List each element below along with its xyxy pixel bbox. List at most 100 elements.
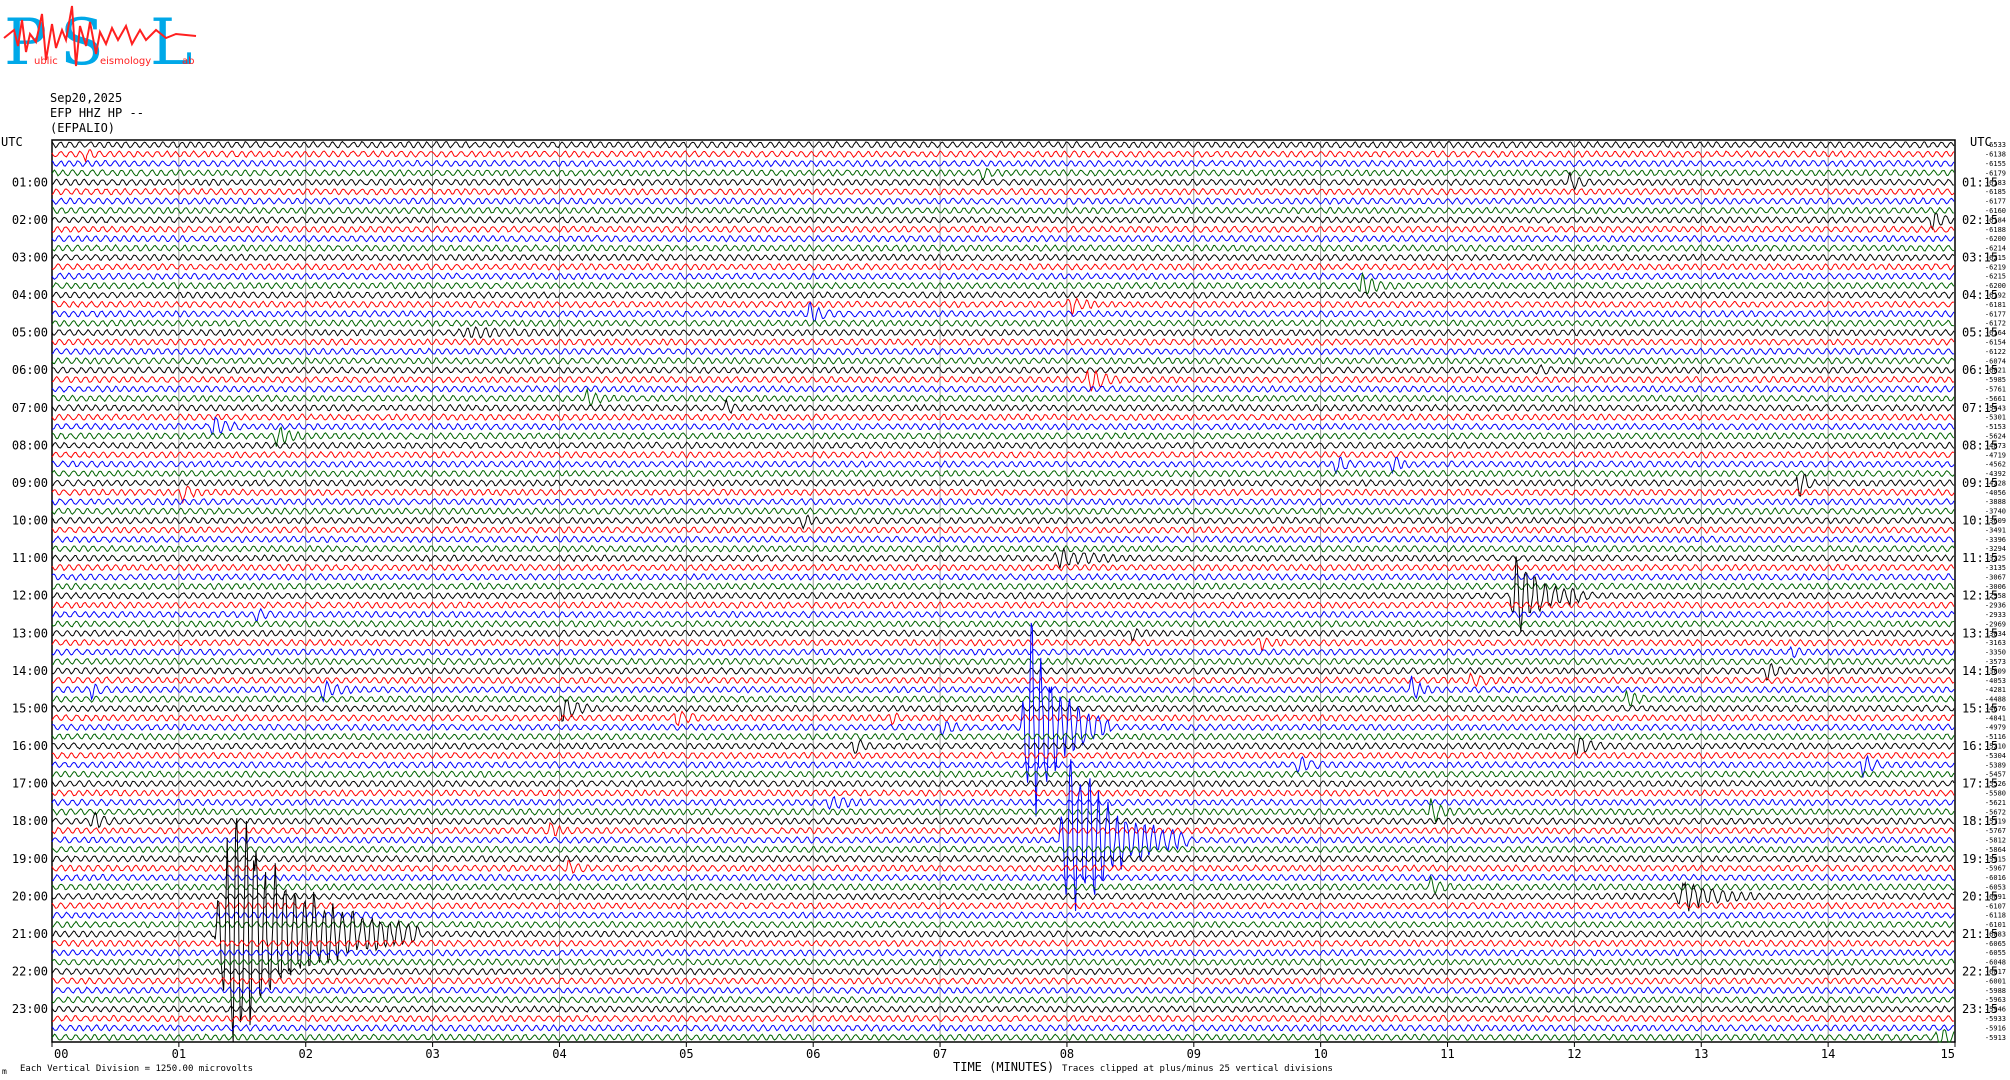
trace-row-18 <box>51 301 1955 322</box>
trace-row-83 <box>51 920 1955 929</box>
right-hour-label-21: 21:15 <box>1962 927 1998 941</box>
trace-row-32 <box>51 441 1955 450</box>
trace-row-66 <box>51 754 1955 778</box>
trace-row-43 <box>51 544 1955 553</box>
x-tick-label-14: 14 <box>1821 1047 1835 1061</box>
x-tick-label-4: 04 <box>552 1047 566 1061</box>
x-tick-label-10: 10 <box>1313 1047 1327 1061</box>
row-offset-3: -6179 <box>1985 169 2006 177</box>
row-offset-86: -6055 <box>1985 949 2006 957</box>
trace-row-79 <box>51 874 1955 894</box>
trace-row-68 <box>51 779 1955 788</box>
trace-row-31 <box>51 426 1955 447</box>
row-offset-2: -6155 <box>1985 160 2006 168</box>
trace-row-4 <box>51 171 1955 191</box>
trace-row-45 <box>51 563 1955 572</box>
trace-row-84 <box>51 818 1955 1043</box>
row-offset-39: -3740 <box>1985 508 2006 516</box>
row-offset-30: -5153 <box>1985 423 2006 431</box>
row-offset-1: -6138 <box>1985 151 2006 159</box>
row-offset-24: -6021 <box>1985 367 2006 375</box>
trace-row-6 <box>51 197 1955 206</box>
right-hour-label-7: 07:15 <box>1962 401 1998 415</box>
right-hour-label-20: 20:15 <box>1962 889 1998 903</box>
row-offset-83: -6101 <box>1985 921 2006 929</box>
row-offset-36: -4228 <box>1985 479 2006 487</box>
trace-row-0 <box>51 140 1955 149</box>
x-tick-label-7: 07 <box>933 1047 947 1061</box>
trace-row-41 <box>51 525 1955 534</box>
row-offset-87: -6048 <box>1985 959 2006 967</box>
logo-seismogram-icon <box>3 5 197 67</box>
row-offset-0: -6533 <box>1985 141 2006 149</box>
row-offset-48: -2958 <box>1985 592 2006 600</box>
right-hour-label-11: 11:15 <box>1962 551 1998 565</box>
row-offset-90: -5988 <box>1985 987 2006 995</box>
row-offset-40: -3609 <box>1985 517 2006 525</box>
trace-row-42 <box>51 535 1955 544</box>
left-hour-label-23: 23:00 <box>12 1002 48 1016</box>
left-hour-label-15: 15:00 <box>12 701 48 715</box>
left-hour-label-19: 19:00 <box>12 852 48 866</box>
trace-row-93 <box>51 1014 1955 1023</box>
trace-row-27 <box>51 387 1955 407</box>
trace-row-70 <box>51 795 1955 811</box>
trace-row-29 <box>51 413 1955 422</box>
right-hour-label-17: 17:15 <box>1962 777 1998 791</box>
row-offset-53: -3163 <box>1985 639 2006 647</box>
trace-row-25 <box>51 369 1955 392</box>
left-hour-label-9: 09:00 <box>12 476 48 490</box>
row-offset-82: -6118 <box>1985 912 2006 920</box>
row-offset-49: -2936 <box>1985 602 2006 610</box>
row-offset-80: -6091 <box>1985 893 2006 901</box>
left-hour-label-10: 10:00 <box>12 514 48 528</box>
row-offset-6: -6177 <box>1985 198 2006 206</box>
trace-row-1 <box>51 149 1955 164</box>
trace-row-40 <box>51 514 1955 531</box>
trace-row-75 <box>51 845 1955 854</box>
row-offset-31: -5624 <box>1985 432 2006 440</box>
trace-row-80 <box>51 881 1955 912</box>
x-axis-title: TIME (MINUTES) <box>953 1060 1054 1074</box>
trace-row-57 <box>51 672 1955 688</box>
row-offset-60: -4676 <box>1985 705 2006 713</box>
row-offset-71: -5672 <box>1985 808 2006 816</box>
left-hour-label-16: 16:00 <box>12 739 48 753</box>
right-hour-labels: 01:15 02:15 03:15 04:15 05:15 06:15 07:15 08:15… <box>1962 175 1998 1016</box>
row-offset-76: -5915 <box>1985 855 2006 863</box>
trace-row-63 <box>51 732 1955 741</box>
x-tick-label-2: 02 <box>299 1047 313 1061</box>
row-offset-85: -6065 <box>1985 940 2006 948</box>
row-offset-94: -5916 <box>1985 1024 2006 1032</box>
left-hour-label-22: 22:00 <box>12 965 48 979</box>
left-hour-label-14: 14:00 <box>12 664 48 678</box>
x-tick-label-11: 11 <box>1440 1047 1454 1061</box>
left-hour-label-8: 08:00 <box>12 438 48 452</box>
row-offset-45: -3135 <box>1985 564 2006 572</box>
trace-row-21 <box>51 338 1955 346</box>
row-offset-75: -5864 <box>1985 846 2006 854</box>
row-offset-26: -5761 <box>1985 385 2006 393</box>
row-offset-20: -6164 <box>1985 329 2006 337</box>
row-offset-68: -5526 <box>1985 780 2006 788</box>
row-offset-70: -5621 <box>1985 799 2006 807</box>
row-offset-16: -6192 <box>1985 292 2006 300</box>
left-hour-label-4: 04:00 <box>12 288 48 302</box>
row-offset-88: -6017 <box>1985 968 2006 976</box>
row-offset-91: -5963 <box>1985 996 2006 1004</box>
row-offset-12: -6215 <box>1985 254 2006 262</box>
trace-row-14 <box>51 272 1955 281</box>
row-offset-23: -6074 <box>1985 357 2006 365</box>
row-offset-47: -3006 <box>1985 583 2006 591</box>
row-offset-93: -5933 <box>1985 1015 2006 1023</box>
x-tick-label-8: 08 <box>1060 1047 1074 1061</box>
row-offset-25: -5985 <box>1985 376 2006 384</box>
row-offset-37: -4056 <box>1985 489 2006 497</box>
row-offset-35: -4392 <box>1985 470 2006 478</box>
plot-frame <box>51 139 1956 1043</box>
right-hour-label-3: 03:15 <box>1962 250 1998 264</box>
left-hour-label-1: 01:00 <box>12 175 48 189</box>
right-hour-label-14: 14:15 <box>1962 664 1998 678</box>
row-offset-13: -6219 <box>1985 263 2006 271</box>
trace-row-60 <box>51 699 1955 722</box>
